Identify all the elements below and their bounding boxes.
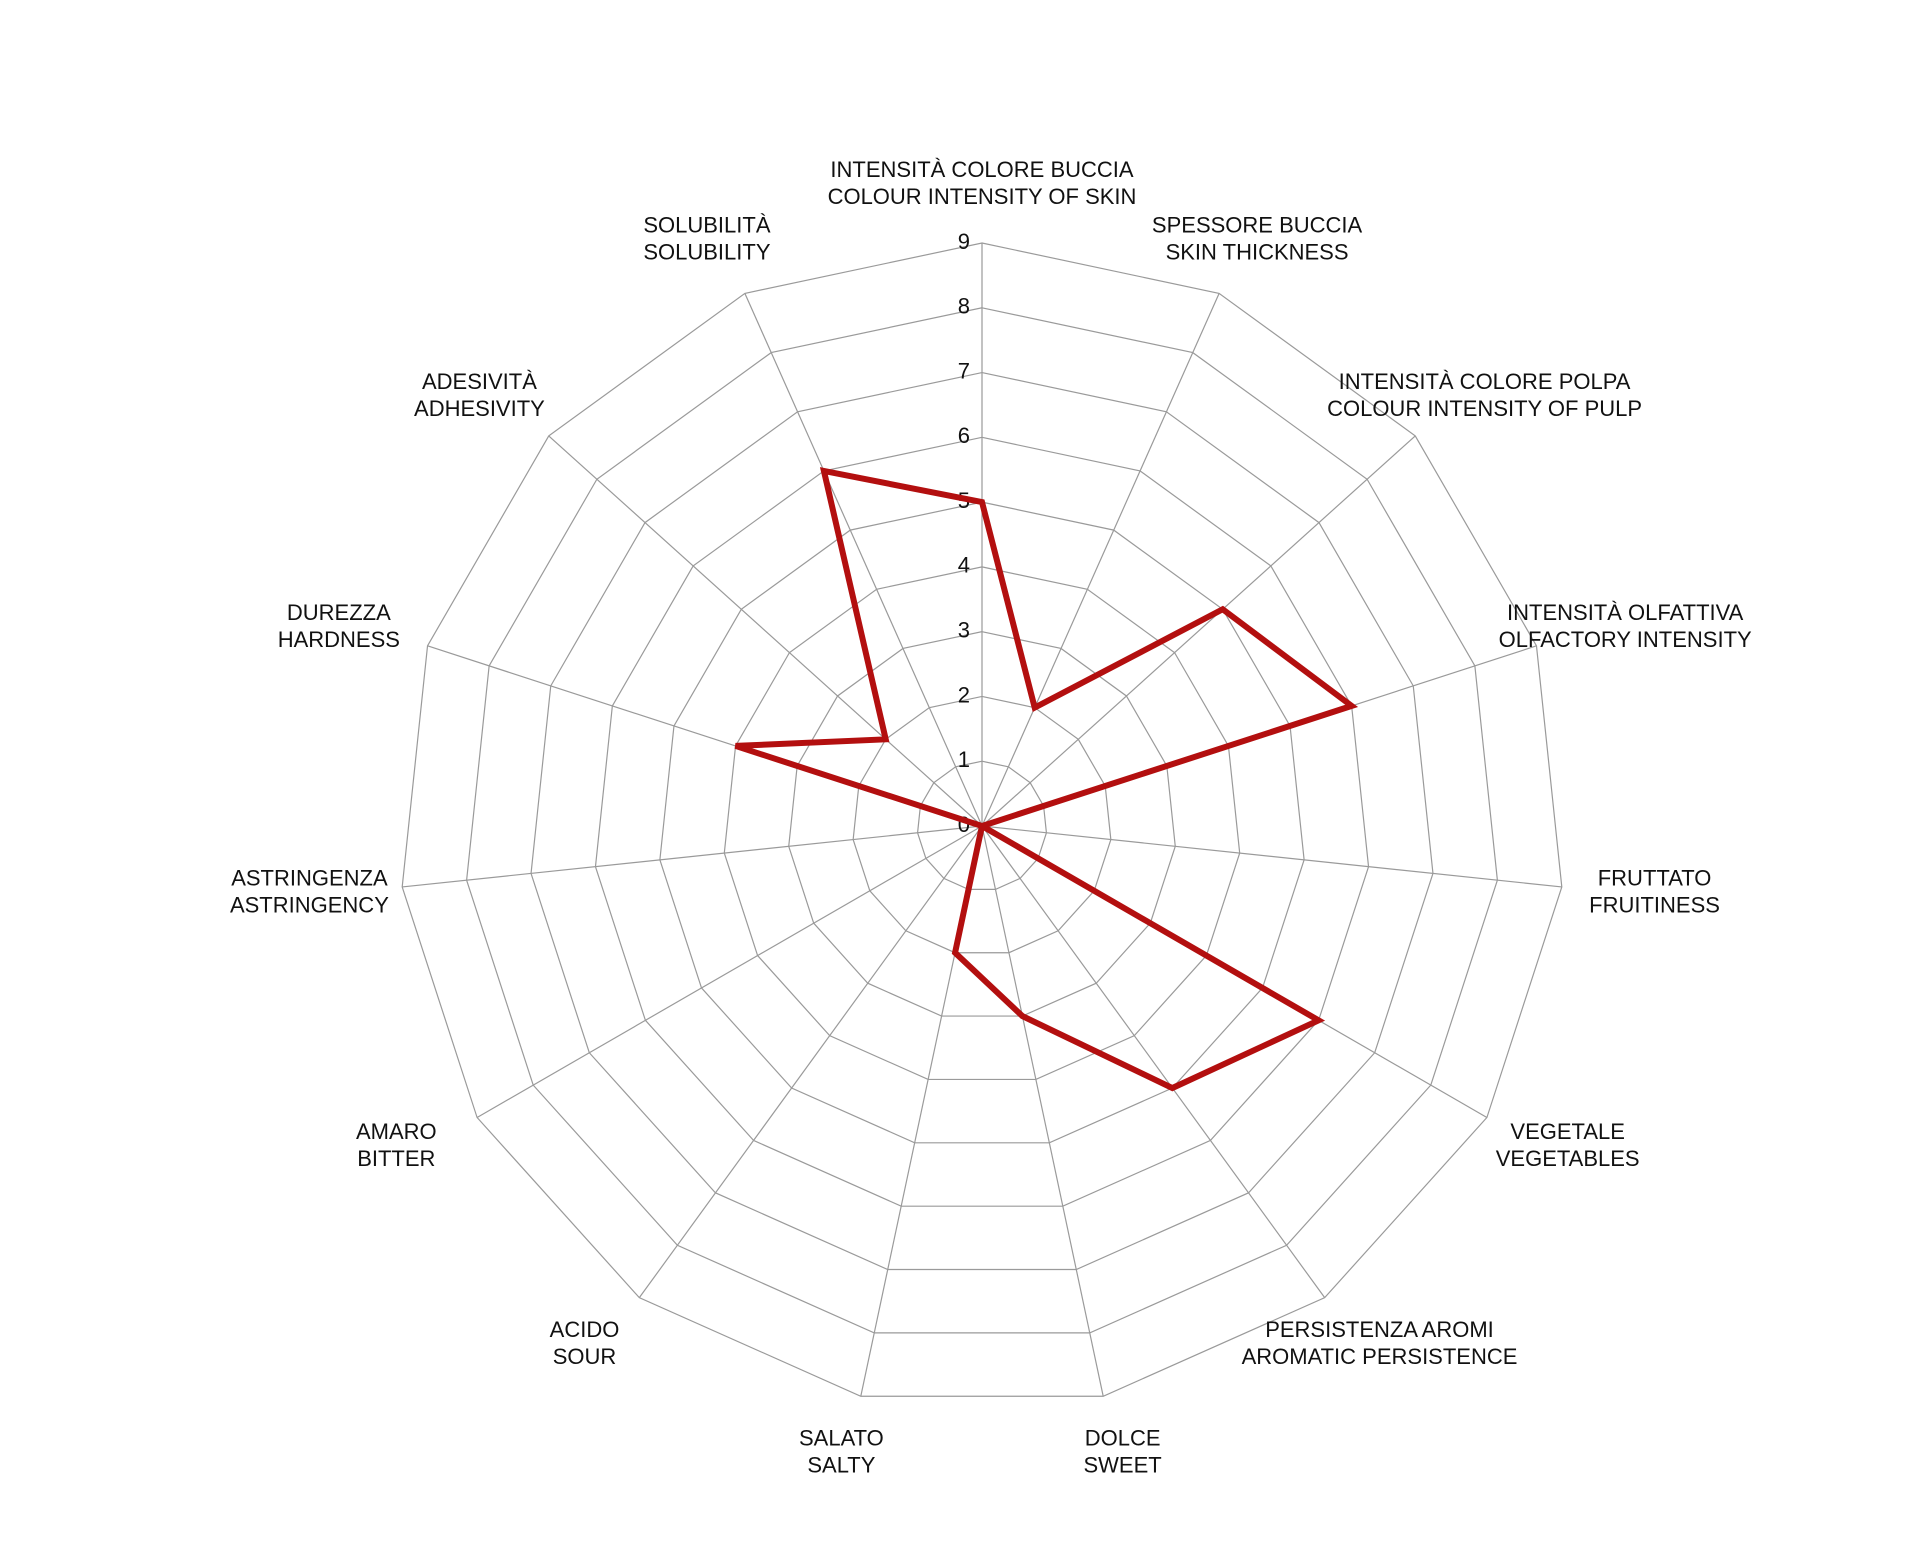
data-line <box>734 467 1359 1092</box>
spoke <box>981 825 1562 888</box>
axis-label: INTENSITÀ COLORE POLPA <box>1339 369 1631 394</box>
axis-label: AROMATIC PERSISTENCE <box>1242 1344 1518 1369</box>
grid-ring <box>916 760 1048 890</box>
axis-label: ADESIVITÀ <box>422 369 537 394</box>
grid-ring <box>594 436 1370 1207</box>
grid-ring <box>401 242 1563 1397</box>
spoke <box>744 293 983 827</box>
axis-label: BITTER <box>357 1146 435 1171</box>
tick-label: 1 <box>958 747 970 772</box>
axis-label: SKIN THICKNESS <box>1166 239 1349 264</box>
tick-label: 2 <box>958 682 970 707</box>
spoke <box>476 825 983 1119</box>
axis-label: AMARO <box>356 1119 437 1144</box>
axis-label: ACIDO <box>550 1317 620 1342</box>
grid-ring <box>723 566 1241 1081</box>
axis-label: OLFACTORY INTENSITY <box>1499 627 1752 652</box>
spoke <box>981 293 1220 827</box>
axis-label: INTENSITÀ OLFATTIVA <box>1507 600 1744 625</box>
spoke <box>981 825 1104 1397</box>
grid-ring <box>659 501 1305 1144</box>
axis-label: VEGETALE <box>1510 1119 1625 1144</box>
grid-ring <box>788 631 1176 1017</box>
axis-label: SWEET <box>1083 1453 1161 1478</box>
axis-label: ASTRINGENZA <box>231 865 388 890</box>
tick-label: 8 <box>958 294 970 319</box>
axis-label: SALTY <box>807 1453 875 1478</box>
axis-label: SALATO <box>799 1426 884 1451</box>
spoke <box>981 435 1416 827</box>
axis-label: FRUTTATO <box>1598 865 1712 890</box>
spoke <box>638 825 983 1299</box>
axis-label: SOLUBILITY <box>643 239 770 264</box>
axis-label: SOLUBILITÀ <box>643 212 770 237</box>
axis-label: ASTRINGENCY <box>230 892 389 917</box>
grid-ring <box>466 307 1498 1334</box>
tick-label: 6 <box>958 423 970 448</box>
axis-label: COLOUR INTENSITY OF PULP <box>1327 396 1642 421</box>
grid-ring <box>530 371 1434 1271</box>
axis-label: INTENSITÀ COLORE BUCCIA <box>830 157 1133 182</box>
axis-label: DOLCE <box>1085 1426 1161 1451</box>
spoke <box>402 825 983 888</box>
axis-label: PERSISTENZA AROMI <box>1265 1317 1494 1342</box>
axis-label: SOUR <box>553 1344 617 1369</box>
axis-label: DUREZZA <box>287 600 391 625</box>
spoke <box>981 825 1326 1299</box>
tick-label: 4 <box>958 553 970 578</box>
tick-label: 9 <box>958 229 970 254</box>
spoke <box>548 435 983 827</box>
tick-label: 3 <box>958 617 970 642</box>
axis-label: ADHESIVITY <box>414 396 545 421</box>
tick-label: 7 <box>958 358 970 383</box>
axis-label: FRUITINESS <box>1589 892 1720 917</box>
axis-label: COLOUR INTENSITY OF SKIN <box>828 184 1137 209</box>
axis-label: VEGETABLES <box>1496 1146 1640 1171</box>
axis-label: SPESSORE BUCCIA <box>1152 212 1363 237</box>
axis-label: HARDNESS <box>278 627 400 652</box>
grid-ring <box>852 695 1112 954</box>
